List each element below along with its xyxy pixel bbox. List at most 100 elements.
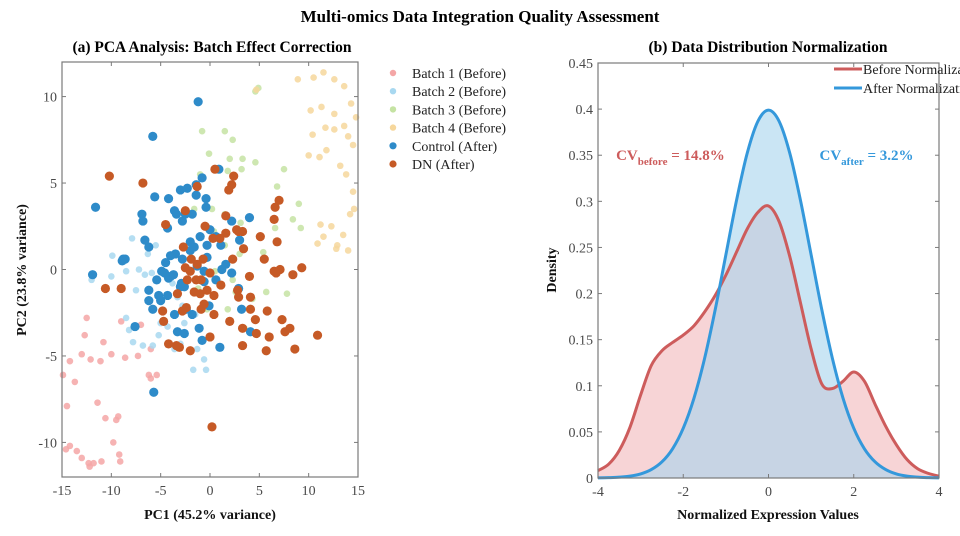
scatter-point [187, 309, 197, 320]
scatter-point [163, 194, 174, 204]
scatter-point [328, 222, 335, 230]
scatter-point [198, 254, 208, 264]
scatter-point [235, 235, 245, 245]
scatter-point [342, 171, 350, 178]
y-tick-label: 10 [43, 91, 57, 106]
scatter-point [94, 399, 101, 406]
legend-label: Batch 3 (Before) [412, 103, 506, 118]
scatter-point [197, 173, 207, 183]
scatter-point [269, 214, 279, 224]
scatter-point [215, 342, 225, 352]
distribution-title: (b) Data Distribution Normalization [649, 39, 888, 56]
pca-ticks: -15 -10 -5 0 5 10 15 -10 -5 0 5 10 [38, 62, 365, 499]
scatter-point [196, 275, 206, 285]
scatter-point [100, 283, 111, 294]
scatter-point [238, 244, 249, 254]
scatter-point [102, 414, 109, 422]
scatter-point [180, 263, 190, 273]
scatter-point [201, 202, 211, 212]
scatter-point [115, 451, 123, 458]
scatter-point [193, 97, 203, 107]
scatter-point [255, 232, 265, 242]
distribution-areas [597, 108, 940, 480]
scatter-point [262, 306, 272, 316]
scatter-point [141, 271, 149, 278]
scatter-point [253, 86, 260, 93]
y-tick-label: 0.25 [569, 241, 594, 256]
distribution-y-label: Density [545, 247, 560, 292]
scatter-point [158, 306, 168, 316]
density-area [598, 110, 939, 479]
scatter-point [331, 126, 338, 133]
legend-label: After Normalization [863, 82, 960, 97]
scatter-point [182, 275, 192, 285]
x-tick-label: 15 [351, 484, 365, 499]
scatter-point [312, 330, 323, 340]
legend-label: Batch 2 (Before) [412, 85, 506, 100]
scatter-point [147, 375, 155, 382]
scatter-point [59, 371, 67, 379]
scatter-point [153, 371, 161, 379]
scatter-point [288, 270, 298, 280]
scatter-point [129, 338, 137, 346]
scatter-point [83, 314, 90, 322]
legend-marker [389, 124, 397, 131]
legend-item: Control (After) [389, 140, 497, 155]
scatter-point [344, 247, 352, 254]
scatter-point [290, 344, 300, 354]
scatter-point [227, 268, 237, 278]
y-tick-label: -10 [38, 436, 57, 451]
scatter-point [221, 127, 229, 135]
scatter-point [245, 304, 256, 314]
legend-label: Control (After) [412, 140, 497, 155]
scatter-point [227, 216, 237, 226]
scatter-point [310, 74, 317, 81]
scatter-point [168, 270, 179, 280]
scatter-point [202, 366, 210, 374]
scatter-point [144, 296, 154, 306]
y-tick-label: 5 [50, 177, 57, 192]
scatter-point [116, 283, 126, 294]
scatter-point [172, 327, 183, 337]
scatter-point [209, 290, 219, 301]
scatter-point [261, 346, 271, 356]
scatter-point [210, 164, 220, 174]
scatter-point [221, 211, 231, 221]
scatter-point [226, 155, 234, 163]
scatter-point [90, 459, 97, 467]
scatter-point [149, 387, 159, 397]
scatter-point [137, 209, 147, 219]
scatter-point [294, 75, 302, 83]
scatter-point [62, 446, 70, 453]
scatter-point [280, 165, 288, 173]
scatter-point [274, 195, 284, 205]
distribution-x-label: Normalized Expression Values [677, 508, 859, 523]
series-batch-1-before [59, 314, 161, 470]
scatter-point [138, 178, 148, 188]
x-tick-label: 4 [936, 485, 943, 500]
scatter-point [259, 254, 269, 264]
scatter-point [122, 267, 130, 275]
scatter-point [116, 458, 124, 465]
scatter-point [244, 213, 255, 223]
scatter-point [273, 183, 281, 190]
scatter-point [332, 245, 340, 253]
legend-label: DN (After) [412, 158, 475, 173]
x-tick-label: 2 [850, 485, 857, 500]
scatter-point [165, 251, 176, 261]
scatter-point [264, 332, 274, 342]
scatter-point [148, 269, 156, 277]
scatter-point [117, 256, 127, 266]
scatter-point [130, 321, 140, 332]
scatter-point [340, 82, 348, 90]
scatter-point [305, 152, 312, 159]
scatter-point [63, 402, 71, 410]
scatter-point [162, 290, 173, 301]
scatter-point [349, 188, 357, 195]
y-tick-label: 0.15 [569, 334, 594, 349]
scatter-point [200, 221, 210, 231]
pca-x-label: PC1 (45.2% variance) [144, 508, 276, 523]
scatter-point [205, 268, 215, 278]
scatter-point [156, 296, 166, 306]
scatter-point [169, 309, 180, 320]
